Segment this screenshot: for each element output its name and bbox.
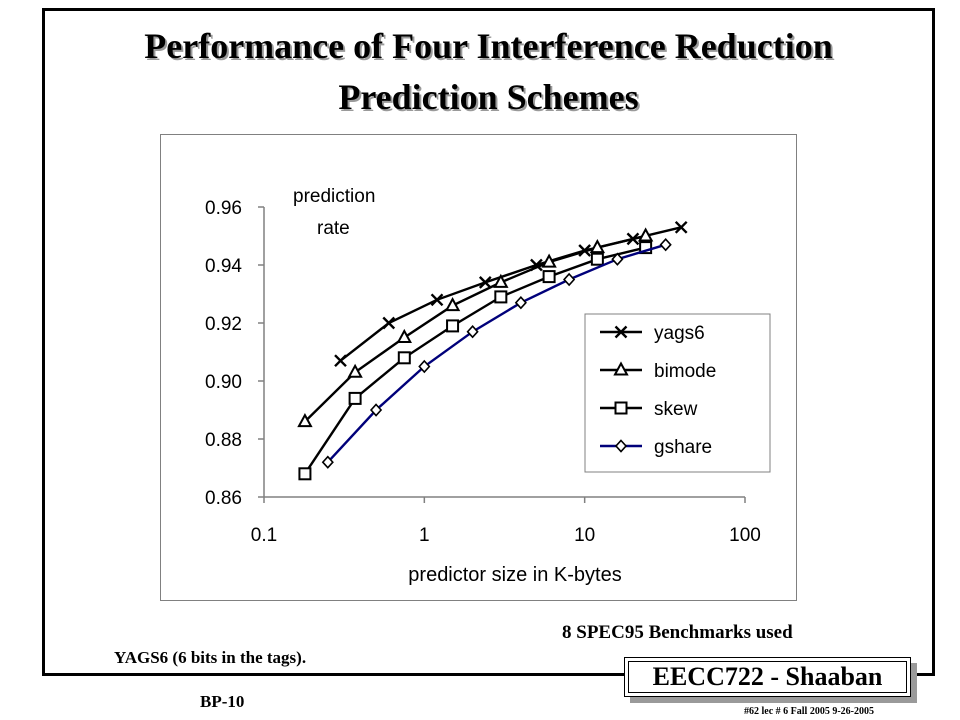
series-line-skew [303, 246, 646, 475]
series-skew [298, 241, 653, 481]
legend-entry-yags6: yags6 [600, 323, 705, 344]
data-point-bimode [541, 253, 557, 268]
y-tick-label: 0.88 [205, 430, 242, 451]
slide-title-line-1: Performance of Four Interference Reducti… [144, 26, 833, 66]
data-point-gshare [611, 252, 624, 266]
x-tick-label: 0.1 [251, 525, 277, 546]
data-point-yags6 [334, 354, 347, 368]
data-point-bimode [589, 239, 606, 254]
performance-chart: 0.86 0.88 0.90 0.92 0.94 0.96 0.1 1 10 100 predi… [160, 134, 797, 601]
data-point-yags6 [674, 220, 688, 234]
data-point-skew [590, 252, 604, 266]
data-point-skew [542, 270, 556, 284]
x-axis-label: predictor size in K-bytes [408, 564, 621, 586]
series-line-bimode [304, 234, 646, 423]
y-tick-label: 0.92 [205, 314, 242, 335]
data-point-gshare [659, 238, 672, 252]
data-point-bimode [347, 363, 363, 378]
data-point-gshare [514, 296, 527, 310]
data-point-skew [446, 319, 460, 333]
data-point-gshare [563, 272, 576, 287]
legend-label-gshare: gshare [654, 437, 712, 458]
data-point-bimode [297, 413, 313, 428]
course-badge-label: EECC722 - Shaaban [628, 661, 907, 693]
course-badge: EECC722 - Shaaban [624, 657, 911, 697]
y-tick-label: 0.86 [205, 488, 242, 509]
legend-label-skew: skew [654, 399, 698, 420]
legend-marker-bimode [613, 361, 629, 376]
slide-frame [42, 8, 935, 676]
y-axis-label-line-1: prediction [293, 186, 375, 207]
series-layer [297, 220, 688, 481]
data-point-gshare [369, 403, 383, 417]
benchmark-note: 8 SPEC95 Benchmarks used [562, 622, 793, 643]
data-point-skew [298, 467, 312, 481]
data-point-bimode [444, 297, 461, 312]
legend-label-bimode: bimode [654, 361, 716, 382]
y-tick-label: 0.96 [205, 198, 242, 219]
legend-entry-skew: skew [600, 399, 698, 420]
data-point-skew [397, 351, 411, 365]
series-bimode [297, 227, 654, 428]
series-gshare [321, 238, 672, 469]
data-point-skew [639, 241, 653, 255]
data-point-yags6 [382, 316, 396, 330]
data-point-skew [348, 391, 362, 405]
x-tick-label: 100 [729, 525, 761, 546]
data-point-skew [494, 290, 508, 304]
legend-entry-gshare: gshare [600, 437, 712, 458]
slide-title-line-2: Prediction Schemes [338, 77, 639, 117]
x-tick-label: 1 [419, 525, 430, 546]
data-point-yags6 [478, 276, 492, 289]
slide-code: BP-10 [200, 692, 245, 711]
yags-note: YAGS6 (6 bits in the tags). [114, 648, 307, 667]
legend-entry-bimode: bimode [600, 361, 716, 382]
y-tick-label: 0.90 [205, 372, 242, 393]
data-point-gshare [321, 455, 334, 469]
legend-label-yags6: yags6 [654, 323, 705, 344]
legend-marker-gshare [614, 439, 628, 453]
data-point-bimode [637, 227, 654, 242]
y-tick-label: 0.94 [205, 256, 242, 277]
legend-marker-yags6 [614, 325, 628, 339]
y-axis-ticks: 0.86 0.88 0.90 0.92 0.94 0.96 [205, 198, 264, 509]
data-point-gshare [466, 325, 479, 339]
x-tick-label: 10 [574, 525, 595, 546]
slide-footer: #62 lec # 6 Fall 2005 9-26-2005 [744, 706, 874, 717]
legend-marker-skew [614, 401, 628, 415]
y-axis-label-line-2: rate [317, 218, 350, 239]
data-point-yags6 [430, 293, 444, 307]
data-point-bimode [396, 328, 412, 343]
data-point-bimode [493, 273, 509, 288]
series-line-gshare [326, 243, 667, 464]
data-point-gshare [418, 359, 431, 374]
x-axis-ticks: 0.1 1 10 100 [251, 497, 761, 546]
legend: yags6 bimode skew gshare [584, 313, 771, 473]
